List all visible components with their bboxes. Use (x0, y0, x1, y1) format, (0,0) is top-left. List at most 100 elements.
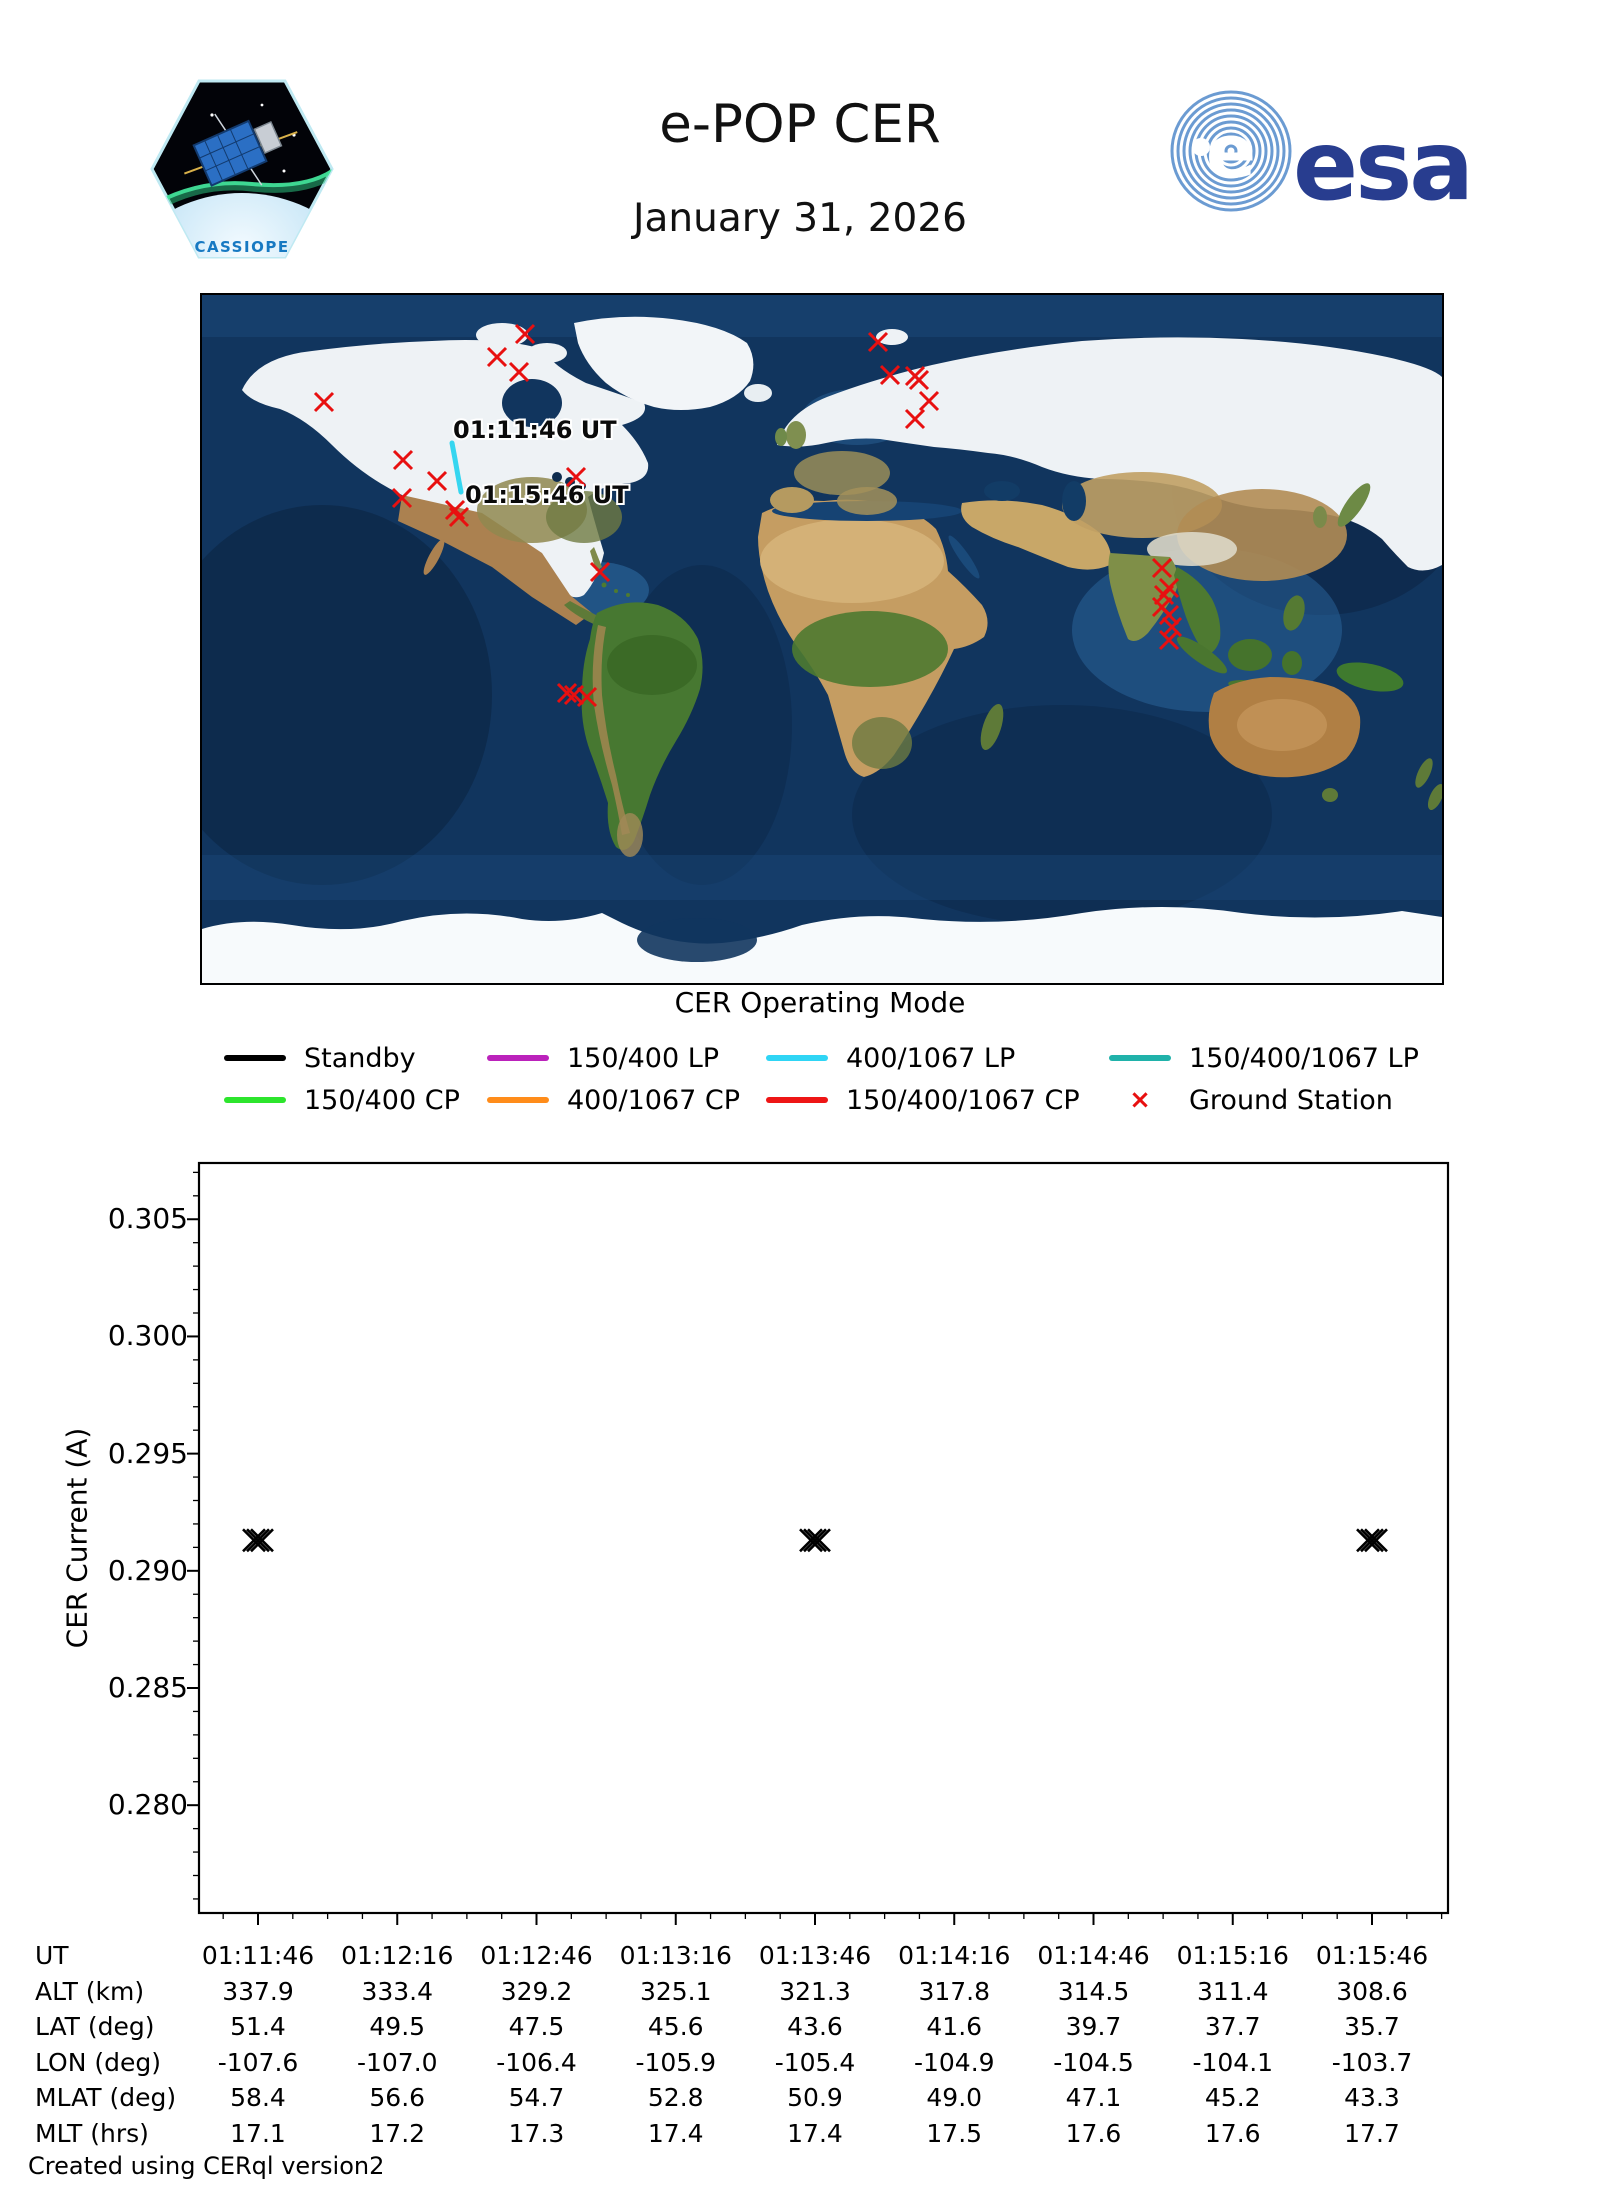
data-point-x-marker (1360, 1528, 1384, 1553)
cassiope-mission-patch: CASSIOPE (150, 79, 334, 259)
table-cell: 49.5 (369, 2012, 426, 2041)
data-point-x-marker (807, 1528, 831, 1553)
table-cell: 01:13:46 (758, 1941, 872, 1970)
table-cell: 17.4 (647, 2118, 704, 2148)
data-point-x-marker (1364, 1528, 1388, 1553)
table-row-label: LAT (deg) (35, 2012, 155, 2041)
legend-line-swatch (487, 1097, 549, 1103)
antarctica (202, 907, 1442, 983)
page-date: January 31, 2026 (633, 196, 967, 241)
table-cell: 17.2 (369, 2118, 426, 2148)
data-point-x-marker (242, 1528, 266, 1553)
table-row-label: MLT (hrs) (35, 2118, 149, 2148)
ground-station-marker (391, 487, 413, 509)
table-row-label: ALT (km) (35, 1976, 145, 2006)
legend-line-swatch (1109, 1055, 1171, 1061)
table-cell: 17.6 (1065, 2118, 1122, 2148)
y-tick-label: 0.285 (107, 1671, 188, 1704)
legend-item-standby: Standby (224, 1041, 416, 1075)
table-cell: 52.8 (647, 2083, 704, 2112)
plot-data-points (242, 1528, 1388, 1553)
table-cell: 17.7 (1344, 2118, 1400, 2148)
data-point-x-marker (803, 1528, 827, 1553)
table-cell: 01:13:16 (619, 1941, 732, 1970)
legend-item-ground-station: × Ground Station (1109, 1083, 1393, 1117)
y-tick-label: 0.305 (107, 1202, 188, 1236)
legend-label: Ground Station (1189, 1084, 1393, 1116)
cer-current-plot (187, 1161, 1450, 1925)
table-cell: 17.5 (926, 2118, 983, 2148)
world-map-svg: 01:11:46 UT 01:15:46 UT (202, 295, 1442, 983)
y-tick-label: 0.300 (107, 1319, 188, 1353)
table-cell: 37.7 (1204, 2012, 1261, 2041)
ground-station-marker (508, 361, 530, 383)
ground-stations-layer (313, 323, 1183, 708)
map-caption: CER Operating Mode (674, 986, 966, 1019)
legend-label: 150/400 CP (304, 1084, 460, 1116)
table-cell: 47.1 (1065, 2083, 1122, 2112)
table-cell: 17.4 (787, 2118, 843, 2148)
table-cell: -104.5 (1053, 2047, 1134, 2077)
ground-station-marker (392, 449, 414, 471)
table-cell: 43.6 (787, 2012, 843, 2041)
legend-label: 150/400 LP (567, 1042, 720, 1074)
table-cell: -105.9 (635, 2047, 717, 2077)
world-map: 01:11:46 UT 01:15:46 UT (200, 293, 1444, 985)
y-tick-label: 0.280 (107, 1788, 188, 1822)
table-cell: 51.4 (230, 2012, 286, 2041)
legend-label: 150/400/1067 LP (1189, 1042, 1419, 1074)
ground-station-marker (426, 470, 448, 492)
ground-station-marker (908, 369, 930, 391)
data-point-x-marker (1356, 1528, 1380, 1553)
aurora (153, 169, 332, 211)
table-cell: -104.1 (1192, 2047, 1274, 2077)
legend-item-150-400-1067-cp: 150/400/1067 CP (766, 1083, 1080, 1117)
table-cell: 43.3 (1344, 2083, 1400, 2112)
table-cell: 01:11:46 (201, 1941, 315, 1970)
table-cell: 17.6 (1204, 2118, 1261, 2148)
esa-wordmark: esa (1293, 110, 1471, 222)
legend-item-150-400-cp: 150/400 CP (224, 1083, 460, 1117)
ground-station-marker (565, 466, 587, 488)
svg-text:e: e (1206, 109, 1256, 195)
ground-station-marker (313, 391, 335, 413)
legend-line-swatch (766, 1055, 828, 1061)
table-cell: 01:15:46 (1315, 1941, 1429, 1970)
table-cell: 45.6 (647, 2012, 704, 2041)
table-cell: 50.9 (787, 2083, 843, 2112)
table-cell: 01:14:16 (898, 1941, 1011, 1970)
table-cell: 321.3 (779, 1976, 851, 2006)
table-cell: 325.1 (639, 1976, 712, 2006)
table-cell: -104.9 (913, 2047, 995, 2077)
table-cell: -103.7 (1331, 2047, 1413, 2077)
table-cell: 01:15:16 (1176, 1941, 1289, 1970)
table-cell: 01:14:46 (1037, 1941, 1150, 1970)
legend-line-swatch (487, 1055, 549, 1061)
table-cell: 58.4 (230, 2083, 286, 2112)
y-tick-label: 0.290 (107, 1553, 188, 1587)
table-cell: 17.1 (230, 2118, 286, 2148)
data-point-x-marker (246, 1528, 270, 1553)
table-cell: -107.6 (217, 2047, 299, 2077)
table-cell: 317.8 (918, 1976, 991, 2006)
eurasia (777, 337, 1442, 571)
table-cell: 308.6 (1336, 1976, 1408, 2006)
plot-ticks (187, 1171, 1443, 1925)
ground-station-marker (514, 323, 536, 345)
esa-logo: e esa (1169, 89, 1474, 222)
ground-station-marker (867, 331, 889, 353)
table-cell: 56.6 (369, 2083, 426, 2112)
legend-line-swatch (224, 1055, 286, 1061)
ground-station-marker (1158, 629, 1180, 651)
legend-item-400-1067-lp: 400/1067 LP (766, 1041, 1015, 1075)
ground-station-marker (1151, 557, 1173, 579)
table-cell: 47.5 (508, 2012, 565, 2041)
data-point-x-marker (250, 1528, 274, 1553)
track-time-label: 01:11:46 UT (453, 416, 617, 444)
ground-station-marker (918, 390, 940, 412)
table-cell: 54.7 (508, 2083, 565, 2112)
table-cell: 314.5 (1057, 1976, 1130, 2006)
legend-x-marker-icon: × (1129, 1085, 1151, 1115)
table-cell: -105.4 (774, 2047, 856, 2077)
